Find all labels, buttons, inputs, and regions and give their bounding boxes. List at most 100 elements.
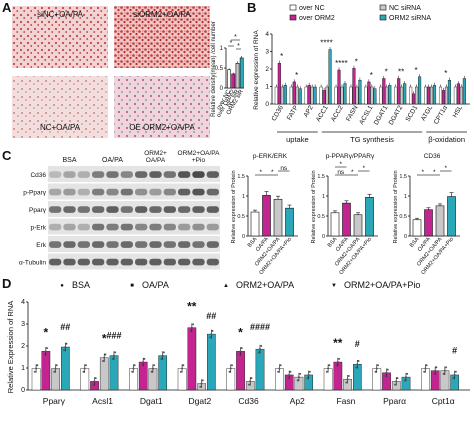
bar-2 bbox=[235, 62, 240, 89]
y-tick-label: 1.5 bbox=[237, 174, 245, 180]
y-tick-label: 0 bbox=[265, 101, 269, 108]
bar-DGAT1-2 bbox=[385, 86, 389, 105]
panel-label-d: D bbox=[2, 276, 12, 291]
panel-b-chart: over NC over ORM2 NC siRNA ORM2 siRNA Relati… bbox=[253, 4, 470, 144]
blot-band bbox=[163, 206, 176, 213]
y-tick-label: 1.5 bbox=[399, 174, 407, 180]
sig-mark-1: ## bbox=[60, 322, 70, 332]
bar-CPT1α-1 bbox=[441, 90, 446, 105]
blot-band bbox=[49, 223, 62, 231]
point-Fasn-1 bbox=[338, 357, 341, 360]
bar-AP2-3 bbox=[313, 86, 317, 105]
legend-label-0: over NC bbox=[299, 5, 325, 12]
blot-band bbox=[206, 241, 219, 248]
sig-mark-0: ns bbox=[337, 169, 345, 176]
blot-band bbox=[149, 241, 162, 248]
point-Cd36-0 bbox=[228, 370, 231, 373]
blot-strip-4 bbox=[48, 236, 220, 252]
legend-swatch-1 bbox=[289, 14, 297, 21]
blot-band bbox=[63, 188, 76, 196]
point-Dgat1-3 bbox=[160, 357, 163, 360]
bar-CD36-1 bbox=[277, 63, 281, 105]
point-Pparα-3 bbox=[404, 376, 407, 379]
point-Acsl1-1 bbox=[94, 377, 97, 380]
chart-title: p-PPARγ/PPARγ bbox=[326, 153, 375, 160]
point-Dgat1-3 bbox=[162, 351, 165, 354]
chart-p-ppar: p-PPARγ/PPARγ Relative expression of Prot… bbox=[311, 153, 378, 276]
point-Pparγ-1 bbox=[46, 347, 49, 350]
sig-mark-1: * bbox=[351, 169, 354, 176]
micrograph-label-nc: NC+OA/PA bbox=[40, 123, 81, 132]
x-label-3: ACC1 bbox=[315, 104, 330, 123]
point-Pparα-1 bbox=[384, 375, 387, 378]
bar-CPT1α-3 bbox=[447, 79, 451, 105]
point-Cd36-2 bbox=[250, 377, 253, 380]
point-Fasn-3 bbox=[357, 359, 360, 362]
point-Pparγ-2 bbox=[55, 364, 58, 367]
blot-band bbox=[192, 206, 205, 213]
sig-mark-4: ** bbox=[187, 299, 197, 313]
panel-d-ylabel: Relative Expression of RNA bbox=[6, 301, 15, 394]
sig-mark-3: **** bbox=[335, 59, 347, 68]
bar-1 bbox=[342, 202, 351, 237]
point-Cpt1α-0 bbox=[425, 364, 428, 367]
blot-column-label-0: BSA bbox=[62, 157, 76, 164]
point-Dgat2-2 bbox=[199, 385, 202, 388]
y-tick-label: 2 bbox=[265, 66, 269, 73]
point-Fasn-0 bbox=[325, 370, 328, 373]
y-tick-label: 0 bbox=[242, 234, 245, 240]
bar-ATGL-2 bbox=[429, 86, 434, 105]
bar-Pparγ-1 bbox=[41, 351, 51, 391]
x-label-0: BSA bbox=[247, 236, 259, 249]
blot-row-label-4: Erk bbox=[36, 242, 47, 249]
x-label-12: HSL bbox=[452, 104, 465, 119]
point-Pparγ-3 bbox=[63, 349, 66, 352]
chart-cd36: CD36 Relative expression of Protein 0 0.5 1 1… bbox=[393, 153, 460, 276]
bar-ACC2-2 bbox=[340, 86, 344, 105]
point-Dgat2-2 bbox=[201, 379, 204, 382]
y-tick-label: 0.5 bbox=[317, 214, 325, 220]
chart-ylabel: Relative expression of Protein bbox=[311, 170, 317, 243]
bar-Acsl1-2 bbox=[99, 357, 109, 391]
point-Pparα-0 bbox=[376, 364, 379, 367]
bar-FASN-3 bbox=[358, 79, 362, 105]
blot-strip-3 bbox=[48, 218, 220, 235]
y-tick-label: 1 bbox=[404, 194, 407, 200]
legend-swatch-3 bbox=[379, 14, 387, 21]
bar-FASN-2 bbox=[355, 86, 359, 105]
point-Pparα-0 bbox=[374, 370, 377, 373]
point-Fasn-2 bbox=[346, 378, 349, 381]
sig-mark-1: * bbox=[271, 169, 274, 176]
x-label-0: Pparγ bbox=[43, 396, 66, 406]
point-Acsl1-3 bbox=[114, 351, 117, 354]
point-Dgat2-0 bbox=[182, 364, 185, 367]
point-Cpt1α-2 bbox=[443, 369, 446, 372]
y-tick-label: 0.5 bbox=[215, 66, 224, 72]
bar-FATP-1 bbox=[292, 81, 296, 105]
bar-0 bbox=[250, 211, 260, 237]
blot-band bbox=[135, 188, 148, 196]
blot-band bbox=[92, 206, 105, 213]
blot-band bbox=[149, 258, 162, 266]
blot-band bbox=[135, 171, 148, 178]
sig-mark-0: * bbox=[421, 169, 424, 176]
point-Dgat1-0 bbox=[133, 364, 136, 367]
point-Pparα-0 bbox=[375, 367, 378, 370]
sig-mark-10: # bbox=[452, 345, 457, 355]
y-tick-label: 0 bbox=[322, 234, 325, 240]
blot-band bbox=[192, 188, 205, 196]
point-Dgat2-1 bbox=[190, 326, 193, 329]
blot-band bbox=[206, 258, 219, 266]
x-label-1: Acsl1 bbox=[92, 396, 113, 406]
micrograph-siorm2: siORM2+OA/PA bbox=[114, 6, 210, 68]
blot-band bbox=[178, 206, 191, 213]
blot-band bbox=[163, 241, 176, 248]
point-Cd36-1 bbox=[238, 353, 241, 356]
bar-Dgat1-3 bbox=[158, 355, 168, 391]
chart-ylabel: Relative expression of Protein bbox=[393, 170, 399, 243]
point-Cpt1α-2 bbox=[445, 366, 448, 369]
blot-column-label-part: ORM2+ bbox=[144, 150, 167, 157]
micrograph-oe-orm2: OE ORM2+OA/PA bbox=[114, 76, 210, 138]
